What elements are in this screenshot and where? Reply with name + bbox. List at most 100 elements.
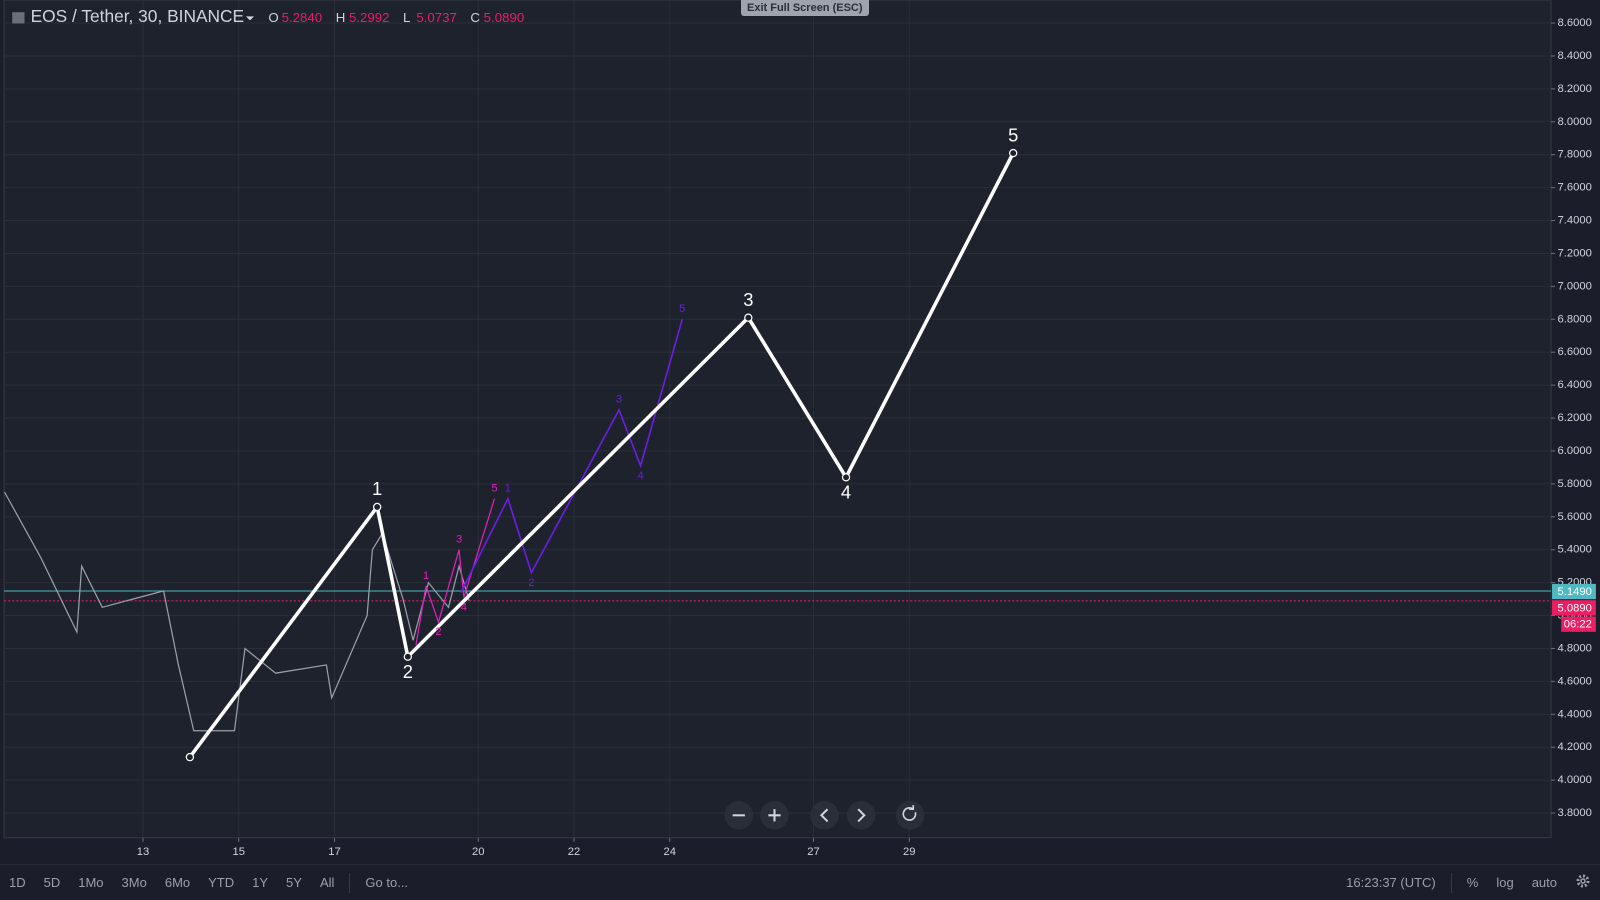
wave-point (372, 502, 382, 512)
navigation-buttons[interactable] (724, 801, 925, 830)
reset-button[interactable] (895, 801, 925, 830)
range-button[interactable]: 1D (9, 875, 26, 890)
wave-label: 2 (403, 661, 413, 682)
x-tick-label: 27 (807, 846, 819, 858)
ohlc-key: L (403, 10, 410, 25)
x-tick-label: 22 (568, 846, 580, 858)
icon (857, 808, 866, 823)
y-tick-label: 5.8000 (1558, 478, 1592, 490)
y-tick-label: 4.0000 (1558, 774, 1592, 786)
wave-point (841, 473, 851, 482)
wave-label: 5 (679, 303, 685, 315)
ohlc-value: 5.0737 (416, 10, 457, 25)
wave-label: 2 (435, 626, 441, 638)
goto-button[interactable]: Go to... (365, 875, 409, 890)
wave-label: 3 (456, 534, 462, 546)
range-button[interactable]: 5D (43, 875, 61, 890)
wave-label: 3 (616, 394, 622, 406)
price-label: 5.1490 (1558, 586, 1592, 598)
symbol-icon (12, 12, 25, 24)
y-tick-label: 8.4000 (1558, 50, 1592, 62)
scale-option[interactable]: log (1496, 875, 1514, 890)
y-tick-label: 4.6000 (1558, 675, 1592, 687)
scroll-left-button[interactable] (810, 801, 839, 830)
wave-label: 1 (423, 570, 429, 582)
exit-fullscreen-button[interactable]: Exit Full Screen (ESC) (741, 0, 869, 16)
wave-point (185, 752, 195, 762)
y-tick-label: 6.8000 (1558, 313, 1592, 325)
plot-area (3, 0, 1552, 839)
icon (768, 809, 781, 822)
wave-label: 4 (461, 602, 467, 614)
wave-label: 4 (637, 470, 643, 482)
wave-line (4, 491, 470, 732)
wave-point (1009, 148, 1018, 158)
wave-point (744, 313, 753, 322)
y-tick-label: 7.8000 (1558, 149, 1592, 161)
clock: 16:23:37 (UTC) (1346, 875, 1436, 890)
icon (902, 805, 917, 821)
y-tick-label: 5.6000 (1558, 511, 1592, 523)
dropdown-arrow[interactable] (245, 16, 255, 21)
x-tick-label: 15 (233, 846, 245, 858)
wave-line (188, 152, 1015, 759)
scroll-right-button[interactable] (846, 801, 876, 830)
range-button[interactable]: 5Y (286, 875, 302, 890)
range-button[interactable]: 1Y (252, 875, 269, 890)
wave-label: 3 (743, 289, 753, 310)
ohlc-key: C (470, 10, 480, 25)
wave-label: 1 (505, 483, 511, 495)
range-button[interactable]: 6Mo (164, 875, 191, 890)
wave-line (415, 498, 496, 646)
x-tick-label: 20 (472, 846, 484, 858)
y-tick-label: 7.4000 (1558, 215, 1592, 227)
x-tick-label: 24 (664, 846, 676, 858)
ohlc-value: 5.2840 (282, 10, 323, 25)
bottom-toolbar: 1D 5D 1Mo 3Mo 6Mo YTD 1Y 5Y All Go to... 16:23:37 … (0, 864, 1600, 900)
countdown-box (1561, 616, 1596, 632)
ohlc-key: O (268, 10, 278, 25)
symbol-title[interactable]: EOS / Tether, 30, BINANCE (31, 6, 245, 26)
gear-icon (1576, 874, 1590, 888)
y-tick-label: 6.4000 (1558, 379, 1592, 391)
y-tick-label: 6.6000 (1558, 346, 1592, 358)
range-button[interactable]: All (319, 875, 335, 890)
y-tick-label: 7.6000 (1558, 182, 1592, 194)
x-tick-label: 29 (903, 846, 915, 858)
y-tick-label: 8.0000 (1558, 116, 1592, 128)
range-button[interactable]: 3Mo (121, 875, 147, 890)
y-tick-label: 7.2000 (1558, 247, 1592, 259)
x-tick-label: 13 (137, 846, 149, 858)
scale-option[interactable]: % (1466, 875, 1479, 890)
y-tick-label: 5.4000 (1558, 544, 1592, 556)
y-tick-label: 7.0000 (1558, 280, 1592, 292)
price-label-box (1552, 583, 1596, 600)
scale-option[interactable]: auto (1531, 875, 1557, 890)
icon (819, 808, 829, 823)
y-tick-label: 8.2000 (1558, 83, 1592, 95)
y-tick-label: 6.0000 (1558, 445, 1592, 457)
wave-label: 5 (1008, 124, 1018, 145)
wave-label: 1 (372, 478, 382, 499)
ohlc-key: H (336, 10, 346, 25)
y-tick-label: 8.6000 (1558, 17, 1592, 29)
wave-label: 2 (528, 577, 534, 589)
price-label-box (1552, 600, 1596, 616)
ohlc-value: 5.2992 (349, 10, 390, 25)
x-tick-label: 17 (328, 846, 340, 858)
y-tick-label: 6.2000 (1558, 412, 1592, 424)
range-button[interactable]: YTD (208, 875, 235, 890)
wave-point (403, 652, 413, 661)
y-tick-label: 3.8000 (1558, 807, 1592, 819)
countdown: 06:22 (1564, 619, 1592, 631)
range-button[interactable]: 1Mo (78, 875, 104, 890)
y-tick-label: 4.2000 (1558, 741, 1592, 753)
ohlc-value: 5.0890 (484, 10, 525, 25)
settings-button[interactable] (1566, 873, 1600, 892)
wave-label: 5 (491, 483, 497, 495)
y-tick-label: 4.4000 (1558, 708, 1592, 720)
wave-label: 4 (841, 482, 851, 503)
y-tick-label: 4.8000 (1558, 642, 1592, 654)
